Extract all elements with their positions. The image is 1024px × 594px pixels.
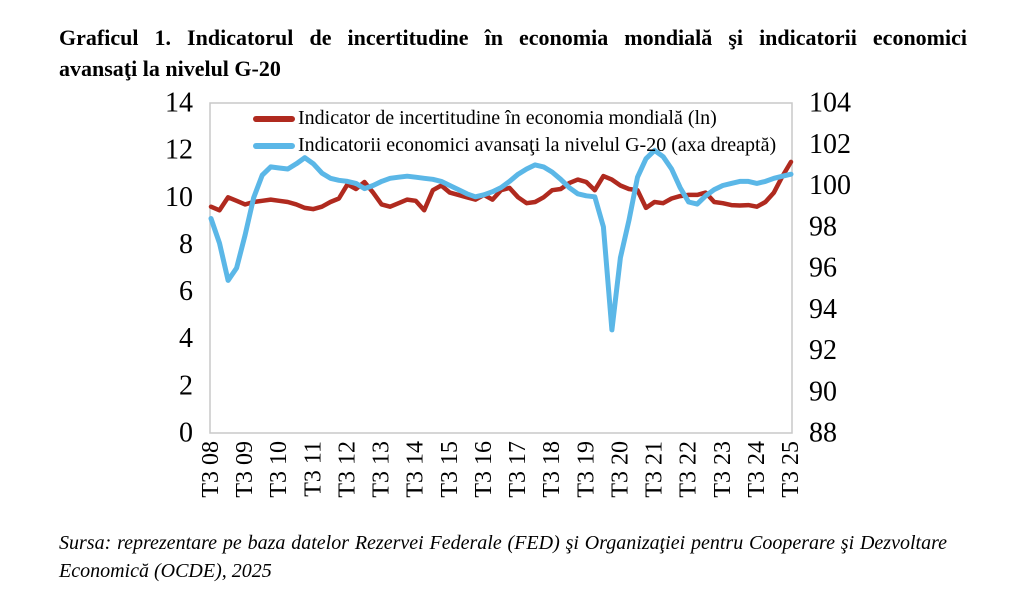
source-note-line2: Economică (OCDE), 2025 <box>59 560 272 582</box>
left-axis-tick-label: 6 <box>179 276 193 307</box>
x-axis-tick-label: T3 08 <box>198 441 224 498</box>
x-axis-tick-label: T3 18 <box>539 441 565 498</box>
left-axis-tick-label: 10 <box>165 182 193 213</box>
right-axis-tick-label: 88 <box>809 418 837 449</box>
chart-title: Graficul 1. Indicatorul de incertitudine… <box>59 22 967 84</box>
uncertainty-legend-label: Indicator de incertitudine în economia m… <box>298 107 717 129</box>
x-axis-tick-label: T3 16 <box>471 441 497 498</box>
source-note: Sursa: reprezentare pe baza datelor Reze… <box>59 529 947 585</box>
uncertainty-legend-swatch <box>253 115 295 122</box>
right-axis-tick-label: 104 <box>809 88 851 119</box>
x-axis-tick-label: T3 13 <box>369 441 395 498</box>
x-axis-tick-label: T3 17 <box>505 441 531 498</box>
x-axis-tick-label: T3 12 <box>335 441 361 498</box>
legend-item-uncertainty: Indicator de incertitudine în economia m… <box>253 105 776 132</box>
chart-title-line1: Graficul 1. Indicatorul de incertitudine… <box>59 25 967 50</box>
x-axis-tick-label: T3 19 <box>573 441 599 498</box>
right-axis-tick-label: 98 <box>809 211 837 242</box>
right-axis-tick-label: 100 <box>809 170 851 201</box>
legend-item-cli: Indicatorii economici avansaţi la nivelu… <box>253 132 776 159</box>
x-axis-tick-label: T3 20 <box>607 441 633 498</box>
x-axis-tick-label: T3 23 <box>710 441 736 498</box>
x-axis-tick-label: T3 24 <box>744 441 770 498</box>
chart-title-line2: avansaţi la nivelul G-20 <box>59 56 281 81</box>
right-axis-tick-label: 90 <box>809 376 837 407</box>
left-axis-labels: 14 12 10 8 6 4 2 0 <box>165 88 193 449</box>
left-axis-tick-label: 2 <box>179 370 193 401</box>
left-axis-tick-label: 4 <box>179 323 193 354</box>
cli-line-series <box>208 147 794 333</box>
x-axis-tick-label: T3 15 <box>437 441 463 498</box>
left-axis-tick-label: 14 <box>165 88 193 119</box>
x-axis-tick-label: T3 11 <box>300 441 326 497</box>
cli-legend-label: Indicatorii economici avansaţi la nivelu… <box>298 134 777 156</box>
plot-area-frame <box>209 102 793 434</box>
left-axis-tick-label: 8 <box>179 229 193 260</box>
legend: Indicator de incertitudine în economia m… <box>253 105 776 159</box>
left-axis-tick-label: 12 <box>165 135 193 166</box>
right-axis-tick-label: 102 <box>809 129 851 160</box>
right-axis-labels: 104 102 100 98 96 94 92 90 88 <box>809 88 851 449</box>
right-axis-tick-label: 92 <box>809 335 837 366</box>
x-axis-labels: T3 08 T3 09 T3 10 T3 11 T3 12 T3 13 T3 14 T3 15… <box>198 441 804 498</box>
x-axis-tick-label: T3 09 <box>232 441 258 498</box>
source-note-line1: Sursa: reprezentare pe baza datelor Reze… <box>59 532 947 554</box>
x-axis-tick-label: T3 22 <box>676 441 702 498</box>
x-axis-tick-label: T3 14 <box>403 441 429 498</box>
right-axis-tick-label: 96 <box>809 253 837 284</box>
left-axis-tick-label: 0 <box>179 418 193 449</box>
x-axis-tick-label: T3 25 <box>778 441 804 498</box>
x-axis-tick-label: T3 10 <box>266 441 292 498</box>
right-axis-tick-label: 94 <box>809 294 837 325</box>
x-axis-tick-label: T3 21 <box>642 441 668 498</box>
cli-legend-swatch <box>253 142 295 149</box>
